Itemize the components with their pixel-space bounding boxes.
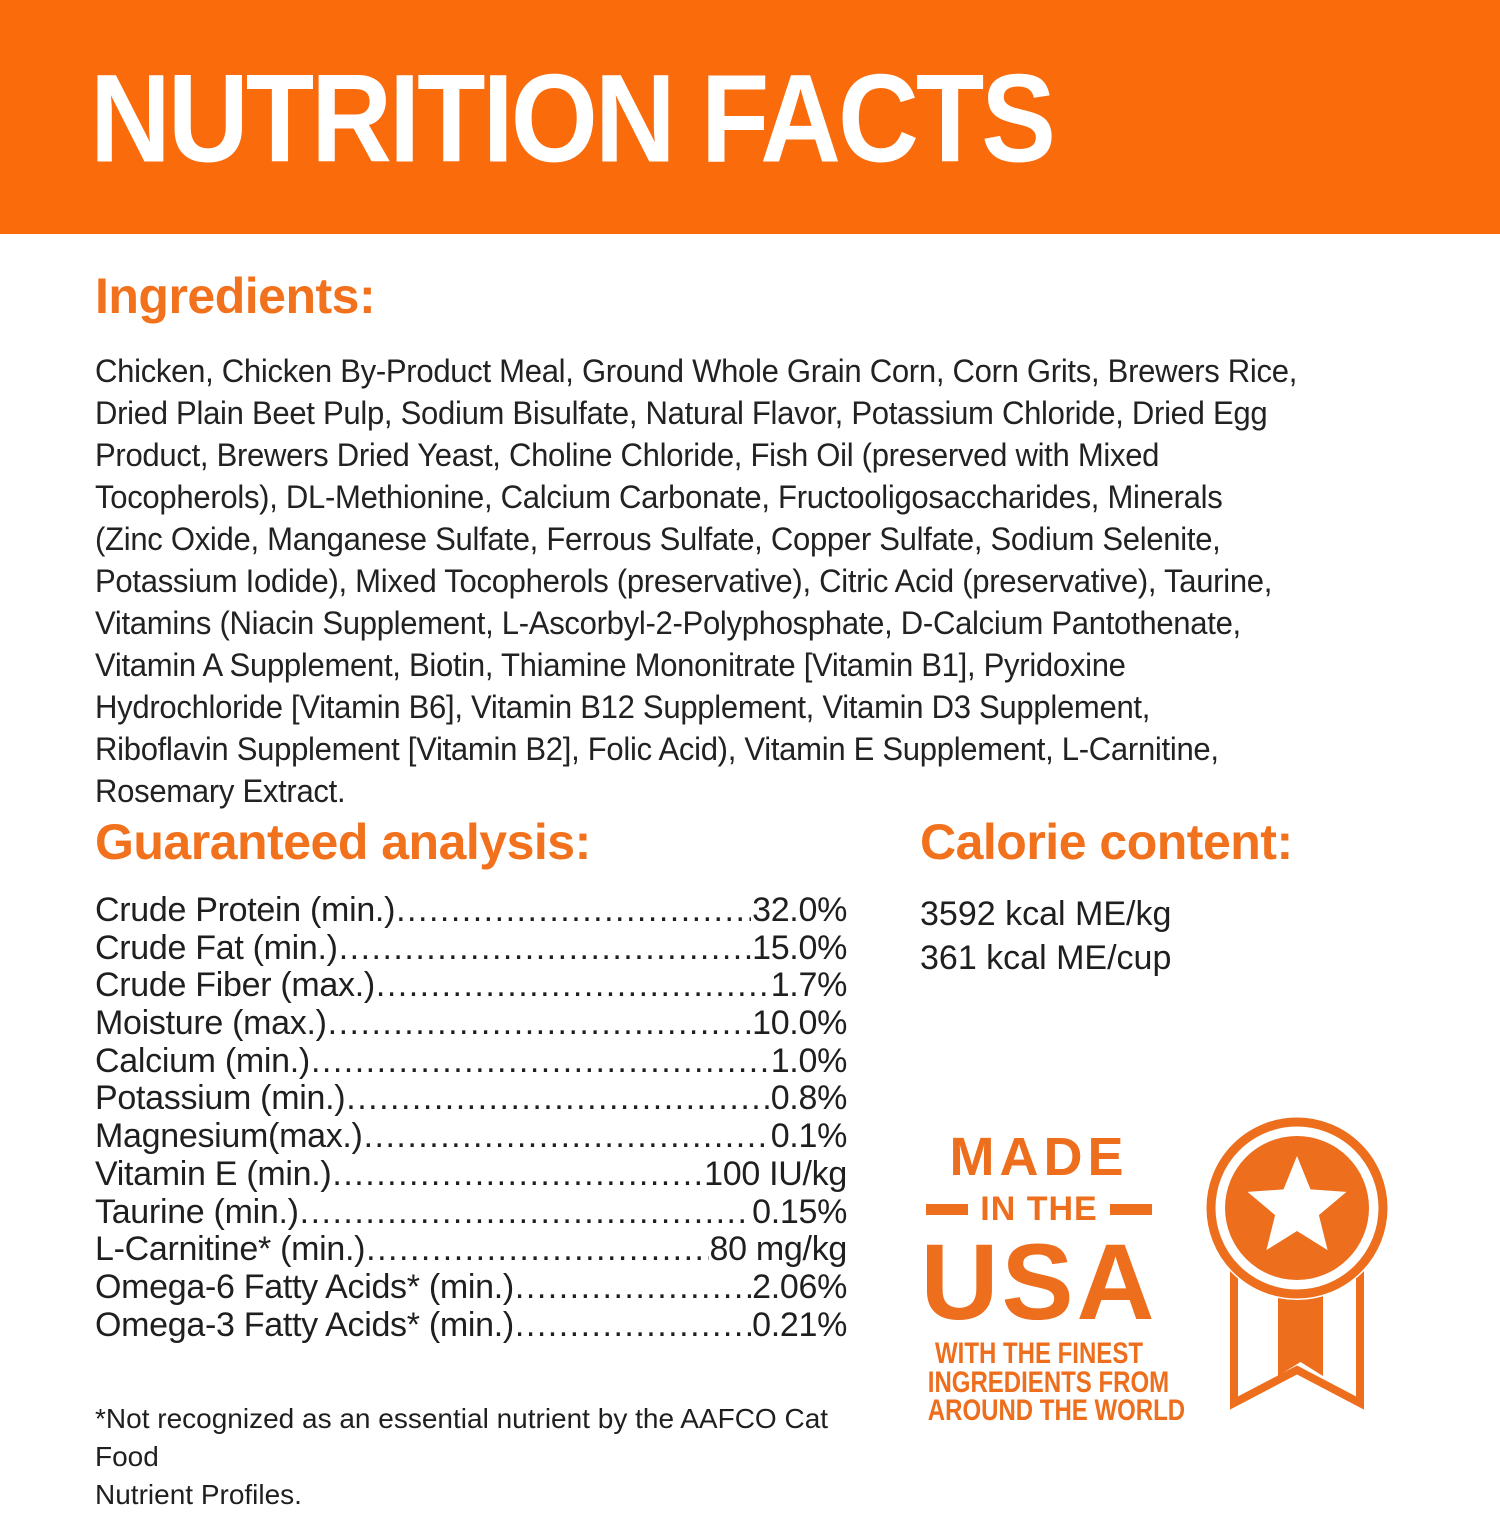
nutrient-value: 32.0% <box>752 891 847 929</box>
nutrient-label: L-Carnitine* (min.) <box>95 1230 366 1269</box>
nutrient-label: Omega-6 Fatty Acids* (min.) <box>95 1267 514 1306</box>
nutrient-value: 2.06% <box>752 1267 847 1306</box>
nutrient-label: Potassium (min.) <box>95 1079 346 1118</box>
nutrient-value: 0.8% <box>770 1079 848 1118</box>
nutrient-value: 0.1% <box>770 1117 848 1156</box>
nutrient-value: 15.0% <box>752 928 847 967</box>
dot-leader <box>339 930 751 968</box>
dot-leader <box>332 1156 703 1194</box>
medal-star-ribbon-icon <box>1197 1110 1397 1410</box>
page-title: NUTRITION FACTS <box>90 48 1056 189</box>
table-row: Omega-6 Fatty Acids* (min.) 2.06% <box>95 1267 847 1307</box>
dot-leader <box>300 1194 751 1232</box>
dot-leader <box>346 1080 769 1118</box>
header-banner: NUTRITION FACTS <box>0 0 1500 234</box>
table-row: Vitamin E (min.) 100 IU/kg <box>95 1154 847 1194</box>
badge-usa-label: USA <box>920 1221 1158 1342</box>
dot-leader <box>515 1269 751 1307</box>
dot-leader <box>366 1231 708 1269</box>
nutrient-value: 10.0% <box>752 1004 847 1043</box>
dot-leader <box>376 967 770 1005</box>
nutrient-label: Crude Fat (min.) <box>95 928 338 967</box>
nutrient-label: Magnesium(max.) <box>95 1117 363 1156</box>
nutrient-value: 1.7% <box>770 966 848 1005</box>
tagline-line-2: INGREDIENTS FROM <box>927 1365 1170 1399</box>
table-row: L-Carnitine* (min.) 80 mg/kg <box>95 1230 848 1269</box>
calorie-kg-value: 3592 kcal ME/kg <box>920 895 1172 933</box>
calorie-values: 3592 kcal ME/kg 361 kcal ME/cup <box>920 892 1171 980</box>
badge-tagline: WITH THE FINEST INGREDIENTS FROM AROUND … <box>927 1337 1186 1427</box>
nutrient-label: Vitamin E (min.) <box>95 1154 332 1193</box>
dot-leader <box>328 1005 751 1043</box>
badge-made-label: MADE <box>949 1127 1129 1187</box>
calorie-cup-value: 361 kcal ME/cup <box>920 939 1172 977</box>
ingredients-text: Chicken, Chicken By-Product Meal, Ground… <box>95 353 1298 809</box>
table-row: Omega-3 Fatty Acids* (min.) 0.21% <box>95 1305 847 1345</box>
dot-leader <box>396 892 751 930</box>
table-row: Moisture (max.) 10.0% <box>95 1004 847 1043</box>
ingredients-heading: Ingredients: <box>95 268 376 324</box>
nutrient-value: 100 IU/kg <box>704 1154 847 1193</box>
table-row: Taurine (min.) 0.15% <box>95 1192 847 1232</box>
table-row: Crude Fiber (max.) 1.7% <box>95 967 847 1005</box>
nutrient-label: Calcium (min.) <box>95 1041 310 1080</box>
guaranteed-analysis-heading: Guaranteed analysis: <box>95 814 591 870</box>
nutrient-label: Moisture (max.) <box>95 1004 327 1043</box>
dot-leader <box>364 1118 770 1156</box>
dash-left-icon <box>926 1203 969 1215</box>
nutrient-label: Crude Fiber (max.) <box>95 966 375 1005</box>
table-row: Crude Fat (min.) 15.0% <box>95 928 847 968</box>
aafco-footnote: *Not recognized as an essential nutrient… <box>95 1403 829 1510</box>
dash-right-icon <box>1109 1203 1152 1215</box>
made-in-usa-badge: MADE IN THE USA WITH THE FINEST INGREDIE… <box>900 1127 1186 1427</box>
guaranteed-analysis-table: Crude Protein (min.) 32.0% Crude Fat (min… <box>95 891 848 1345</box>
badge-in-the-row: IN THE <box>900 1190 1178 1228</box>
nutrient-value: 0.21% <box>752 1305 847 1344</box>
calorie-content-heading: Calorie content: <box>920 814 1293 870</box>
badge-in-the-label: IN THE <box>980 1190 1098 1228</box>
dot-leader <box>515 1307 751 1345</box>
nutrient-value: 0.15% <box>752 1192 847 1231</box>
dot-leader <box>311 1043 770 1081</box>
nutrient-value: 80 mg/kg <box>709 1230 848 1269</box>
tagline-line-1: WITH THE FINEST <box>935 1337 1143 1370</box>
table-row: Crude Protein (min.) 32.0% <box>95 891 847 930</box>
tagline-line-3: AROUND THE WORLD <box>927 1394 1186 1427</box>
table-row: Calcium (min.) 1.0% <box>95 1041 848 1081</box>
table-row: Magnesium(max.) 0.1% <box>95 1117 848 1156</box>
nutrient-label: Omega-3 Fatty Acids* (min.) <box>95 1305 514 1344</box>
nutrient-label: Crude Protein (min.) <box>95 891 396 929</box>
table-row: Potassium (min.) 0.8% <box>95 1080 847 1118</box>
nutrient-value: 1.0% <box>770 1041 848 1080</box>
nutrient-label: Taurine (min.) <box>95 1192 299 1231</box>
